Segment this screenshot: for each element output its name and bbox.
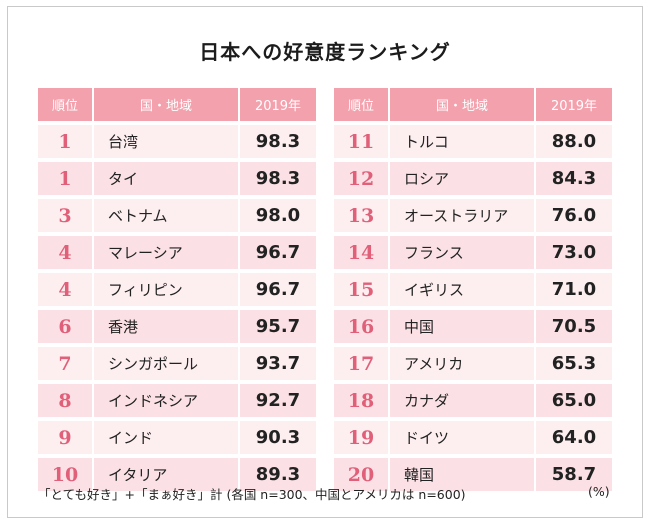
score-cell: 65.3 (536, 347, 612, 380)
table-row: 13 オーストラリア 76.0 (334, 199, 612, 232)
header-year: 2019年 (240, 88, 316, 121)
header-year: 2019年 (536, 88, 612, 121)
country-cell: ロシア (390, 162, 536, 195)
table-row: 20 韓国 58.7 (334, 458, 612, 491)
header-rank: 順位 (38, 88, 94, 121)
table-row: 15 イギリス 71.0 (334, 273, 612, 306)
rank-cell: 19 (334, 421, 390, 454)
rank-cell: 7 (38, 347, 94, 380)
country-cell: インド (94, 421, 240, 454)
score-cell: 95.7 (240, 310, 316, 343)
rank-cell: 13 (334, 199, 390, 232)
table-row: 14 フランス 73.0 (334, 236, 612, 269)
country-cell: イギリス (390, 273, 536, 306)
score-cell: 90.3 (240, 421, 316, 454)
country-cell: フィリピン (94, 273, 240, 306)
table-header-row: 順位 国・地域 2019年 (334, 88, 612, 121)
table-row: 10 イタリア 89.3 (38, 458, 316, 491)
footnote: 「とても好き」+「まぁ好き」計 (各国 n=300、中国とアメリカは n=600… (38, 487, 466, 502)
table-row: 17 アメリカ 65.3 (334, 347, 612, 380)
country-cell: 韓国 (390, 458, 536, 491)
table-row: 16 中国 70.5 (334, 310, 612, 343)
table-row: 11 トルコ 88.0 (334, 125, 612, 158)
rank-cell: 17 (334, 347, 390, 380)
rank-cell: 11 (334, 125, 390, 158)
score-cell: 73.0 (536, 236, 612, 269)
country-cell: ベトナム (94, 199, 240, 232)
table-row: 18 カナダ 65.0 (334, 384, 612, 417)
rank-cell: 3 (38, 199, 94, 232)
ranking-table-left: 順位 国・地域 2019年 1 台湾 98.3 1 タイ 98.3 3 ベトナム 98.0 4 マレ… (38, 84, 316, 495)
rank-cell: 1 (38, 125, 94, 158)
country-cell: マレーシア (94, 236, 240, 269)
score-cell: 76.0 (536, 199, 612, 232)
table-row: 4 フィリピン 96.7 (38, 273, 316, 306)
table-row: 6 香港 95.7 (38, 310, 316, 343)
rank-cell: 4 (38, 236, 94, 269)
score-cell: 71.0 (536, 273, 612, 306)
rank-cell: 18 (334, 384, 390, 417)
score-cell: 84.3 (536, 162, 612, 195)
table-header-row: 順位 国・地域 2019年 (38, 88, 316, 121)
header-rank: 順位 (334, 88, 390, 121)
table-row: 1 台湾 98.3 (38, 125, 316, 158)
country-cell: 中国 (390, 310, 536, 343)
table-row: 4 マレーシア 96.7 (38, 236, 316, 269)
table-row: 12 ロシア 84.3 (334, 162, 612, 195)
score-cell: 96.7 (240, 273, 316, 306)
header-country: 国・地域 (94, 88, 240, 121)
score-cell: 88.0 (536, 125, 612, 158)
country-cell: インドネシア (94, 384, 240, 417)
rank-cell: 8 (38, 384, 94, 417)
country-cell: タイ (94, 162, 240, 195)
score-cell: 96.7 (240, 236, 316, 269)
unit-label: (%) (588, 484, 610, 499)
score-cell: 70.5 (536, 310, 612, 343)
ranking-table-right: 順位 国・地域 2019年 11 トルコ 88.0 12 ロシア 84.3 13 オーストラリ… (334, 84, 612, 495)
score-cell: 58.7 (536, 458, 612, 491)
country-cell: オーストラリア (390, 199, 536, 232)
page-title: 日本への好意度ランキング (199, 40, 451, 64)
rank-cell: 15 (334, 273, 390, 306)
rank-cell: 9 (38, 421, 94, 454)
score-cell: 98.3 (240, 125, 316, 158)
country-cell: 台湾 (94, 125, 240, 158)
rank-cell: 12 (334, 162, 390, 195)
rank-cell: 4 (38, 273, 94, 306)
rank-cell: 14 (334, 236, 390, 269)
table-row: 3 ベトナム 98.0 (38, 199, 316, 232)
rank-cell: 10 (38, 458, 94, 491)
score-cell: 65.0 (536, 384, 612, 417)
country-cell: 香港 (94, 310, 240, 343)
rank-cell: 1 (38, 162, 94, 195)
country-cell: カナダ (390, 384, 536, 417)
score-cell: 98.0 (240, 199, 316, 232)
table-row: 1 タイ 98.3 (38, 162, 316, 195)
country-cell: シンガポール (94, 347, 240, 380)
score-cell: 64.0 (536, 421, 612, 454)
score-cell: 98.3 (240, 162, 316, 195)
country-cell: イタリア (94, 458, 240, 491)
rank-cell: 6 (38, 310, 94, 343)
rank-cell: 16 (334, 310, 390, 343)
table-row: 7 シンガポール 93.7 (38, 347, 316, 380)
score-cell: 92.7 (240, 384, 316, 417)
country-cell: アメリカ (390, 347, 536, 380)
header-country: 国・地域 (390, 88, 536, 121)
country-cell: ドイツ (390, 421, 536, 454)
score-cell: 93.7 (240, 347, 316, 380)
table-row: 8 インドネシア 92.7 (38, 384, 316, 417)
country-cell: トルコ (390, 125, 536, 158)
score-cell: 89.3 (240, 458, 316, 491)
rank-cell: 20 (334, 458, 390, 491)
table-row: 9 インド 90.3 (38, 421, 316, 454)
country-cell: フランス (390, 236, 536, 269)
table-row: 19 ドイツ 64.0 (334, 421, 612, 454)
